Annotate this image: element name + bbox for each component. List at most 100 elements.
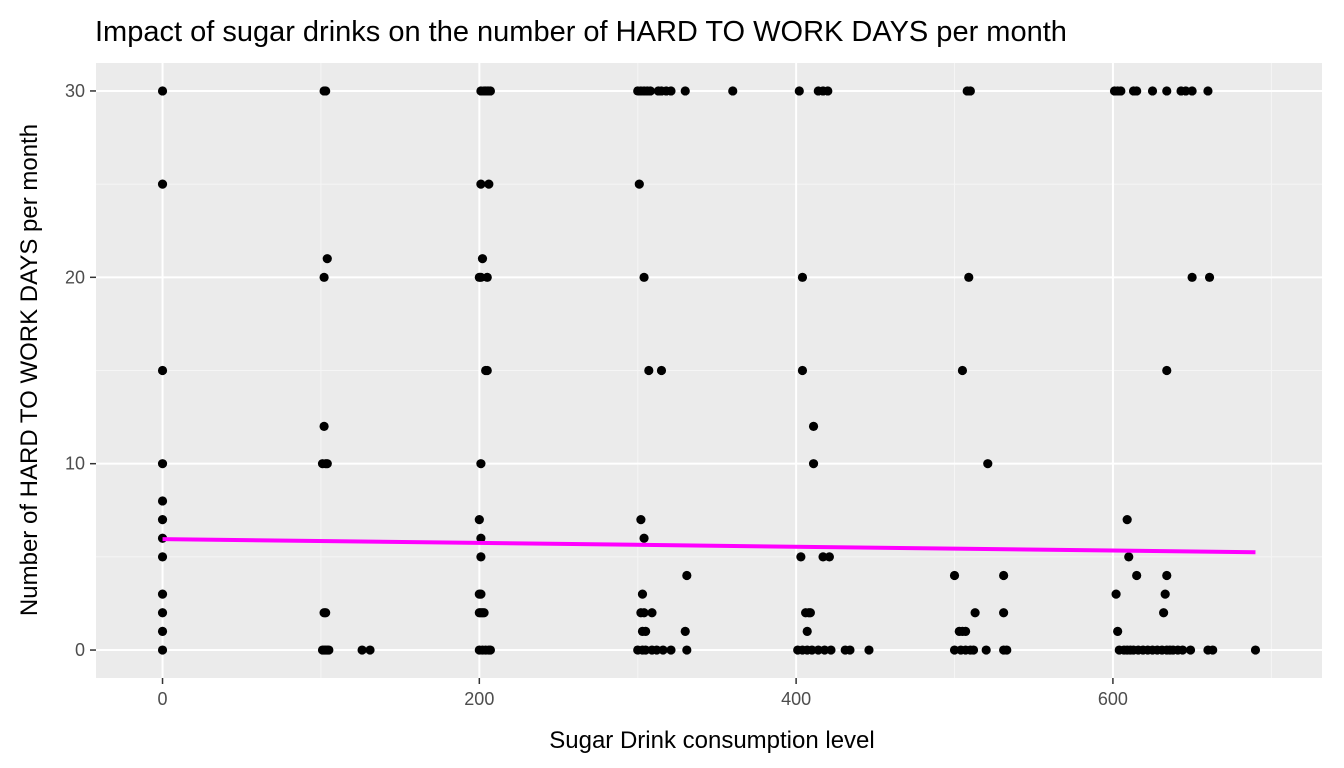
data-point <box>824 552 834 562</box>
data-point <box>647 608 657 618</box>
data-point <box>808 421 819 432</box>
data-point <box>656 365 667 376</box>
data-point <box>965 86 975 96</box>
chart-title: Impact of sugar drinks on the number of … <box>95 16 1067 48</box>
data-point <box>319 272 329 282</box>
data-point <box>157 552 168 562</box>
data-point <box>1002 645 1012 655</box>
data-point <box>484 179 494 189</box>
data-point <box>476 589 486 599</box>
data-point <box>666 86 676 96</box>
data-point <box>728 86 738 96</box>
data-point <box>1122 514 1132 525</box>
data-point <box>485 86 496 96</box>
data-point <box>639 533 649 543</box>
data-point <box>644 365 654 376</box>
y-tick-label: 0 <box>75 640 85 660</box>
data-point <box>680 626 690 637</box>
data-point <box>476 179 486 189</box>
data-point <box>983 459 993 469</box>
data-point <box>476 459 486 469</box>
data-point <box>949 645 960 655</box>
data-point <box>1116 86 1126 96</box>
data-point <box>474 514 484 525</box>
data-point <box>485 645 496 655</box>
data-point <box>1208 645 1218 655</box>
data-point <box>1250 645 1261 655</box>
y-axis: 0 10 20 30 <box>65 81 96 660</box>
data-point <box>157 459 168 469</box>
data-point <box>1113 626 1123 637</box>
data-point <box>476 272 486 282</box>
data-point <box>1159 608 1169 618</box>
data-points <box>157 86 1261 655</box>
data-point <box>807 645 817 655</box>
data-point <box>1162 365 1172 376</box>
data-point <box>961 626 971 637</box>
x-tick-label: 0 <box>158 689 168 709</box>
data-point <box>808 459 819 469</box>
data-point <box>1187 272 1197 282</box>
x-axis: 0 200 400 600 <box>158 678 1128 709</box>
x-tick-label: 400 <box>781 689 811 709</box>
y-tick-label: 30 <box>65 81 85 101</box>
data-point <box>157 179 168 189</box>
data-point <box>968 645 979 655</box>
data-point <box>999 608 1009 618</box>
data-point <box>823 86 833 96</box>
data-point <box>805 608 815 618</box>
data-point <box>1160 589 1170 599</box>
trend-line-layer <box>162 537 1256 555</box>
data-point <box>322 254 332 264</box>
x-tick-label: 600 <box>1098 689 1128 709</box>
data-point <box>797 365 808 376</box>
data-point <box>365 645 375 655</box>
data-point <box>1187 86 1197 96</box>
y-axis-title: Number of HARD TO WORK DAYS per month <box>16 124 43 616</box>
data-point <box>157 496 168 506</box>
data-point <box>157 589 168 599</box>
data-point <box>1147 86 1158 96</box>
data-point <box>479 608 489 618</box>
data-point <box>324 645 334 655</box>
trend-line <box>162 537 1256 555</box>
data-point <box>157 86 168 96</box>
data-point <box>999 570 1009 581</box>
data-point <box>820 645 830 655</box>
data-point <box>818 552 828 562</box>
data-point <box>1162 86 1172 96</box>
data-point <box>1124 552 1134 562</box>
data-point <box>641 626 651 637</box>
data-point <box>1178 645 1188 655</box>
data-point <box>482 272 492 282</box>
y-tick-label: 20 <box>65 267 85 287</box>
data-point <box>680 86 690 96</box>
data-point <box>658 645 668 655</box>
data-point <box>981 645 991 655</box>
data-point <box>796 552 806 562</box>
data-point <box>639 272 649 282</box>
data-point <box>645 86 655 96</box>
data-point <box>1203 86 1213 96</box>
data-point <box>652 645 662 655</box>
data-point <box>321 86 331 96</box>
data-point <box>634 179 644 189</box>
data-point <box>1181 86 1191 96</box>
data-point <box>482 365 492 376</box>
data-point <box>666 645 676 655</box>
data-point <box>957 365 968 376</box>
data-point <box>639 608 649 618</box>
data-point <box>964 272 974 282</box>
y-tick-label: 10 <box>65 454 85 474</box>
x-axis-title: Sugar Drink consumption level <box>549 727 875 754</box>
data-point <box>802 626 812 637</box>
x-tick-label: 200 <box>464 689 494 709</box>
data-point <box>1132 570 1142 581</box>
data-point <box>682 570 692 581</box>
data-point <box>949 570 960 581</box>
data-point <box>319 421 329 432</box>
data-point <box>1111 589 1121 599</box>
data-point <box>970 608 980 618</box>
data-point <box>157 645 168 655</box>
